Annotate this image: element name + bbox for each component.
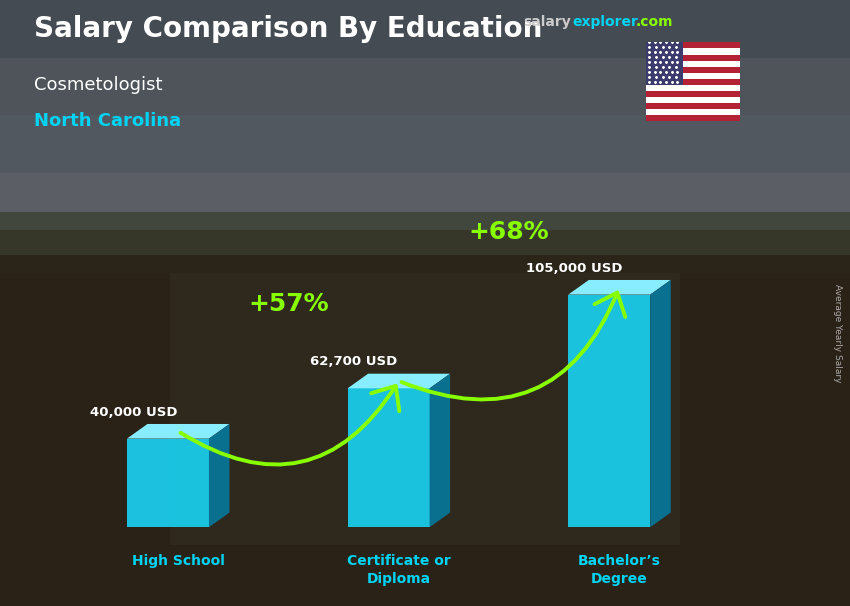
Polygon shape bbox=[209, 424, 230, 527]
Text: 40,000 USD: 40,000 USD bbox=[89, 405, 177, 419]
Bar bbox=[646, 109, 740, 115]
FancyArrowPatch shape bbox=[401, 293, 626, 399]
Text: Cosmetologist: Cosmetologist bbox=[34, 76, 162, 94]
Text: High School: High School bbox=[132, 554, 224, 568]
Polygon shape bbox=[569, 280, 671, 295]
Text: Average Yearly Salary: Average Yearly Salary bbox=[833, 284, 842, 382]
Bar bbox=[0, 115, 850, 173]
Bar bbox=[646, 73, 740, 79]
Text: .com: .com bbox=[636, 15, 673, 29]
Text: +57%: +57% bbox=[248, 291, 329, 316]
Bar bbox=[646, 67, 740, 73]
Bar bbox=[0, 212, 850, 273]
Bar bbox=[646, 115, 740, 121]
Bar bbox=[170, 273, 680, 545]
Text: Salary Comparison By Education: Salary Comparison By Education bbox=[34, 15, 542, 43]
Bar bbox=[0, 173, 850, 230]
Bar bbox=[646, 48, 740, 55]
Text: North Carolina: North Carolina bbox=[34, 112, 181, 130]
Bar bbox=[646, 103, 740, 109]
Bar bbox=[646, 42, 683, 85]
Polygon shape bbox=[348, 374, 450, 388]
Bar bbox=[0, 58, 850, 115]
Text: salary: salary bbox=[523, 15, 570, 29]
Bar bbox=[127, 439, 209, 527]
Text: explorer: explorer bbox=[572, 15, 638, 29]
Bar bbox=[646, 97, 740, 103]
Text: 105,000 USD: 105,000 USD bbox=[526, 262, 623, 275]
Polygon shape bbox=[429, 374, 450, 527]
Bar bbox=[646, 91, 740, 97]
FancyArrowPatch shape bbox=[180, 386, 400, 465]
Bar bbox=[646, 42, 740, 48]
Bar bbox=[348, 388, 429, 527]
Bar bbox=[0, 255, 850, 606]
Text: Bachelor’s
Degree: Bachelor’s Degree bbox=[578, 554, 661, 586]
Text: +68%: +68% bbox=[469, 220, 549, 244]
Bar bbox=[646, 79, 740, 85]
Polygon shape bbox=[650, 280, 671, 527]
Bar bbox=[646, 61, 740, 67]
Bar bbox=[0, 0, 850, 58]
Text: 62,700 USD: 62,700 USD bbox=[310, 355, 398, 368]
Polygon shape bbox=[127, 424, 230, 439]
Bar bbox=[569, 295, 650, 527]
Text: Certificate or
Diploma: Certificate or Diploma bbox=[347, 554, 450, 586]
Bar bbox=[646, 85, 740, 91]
Bar bbox=[646, 55, 740, 61]
